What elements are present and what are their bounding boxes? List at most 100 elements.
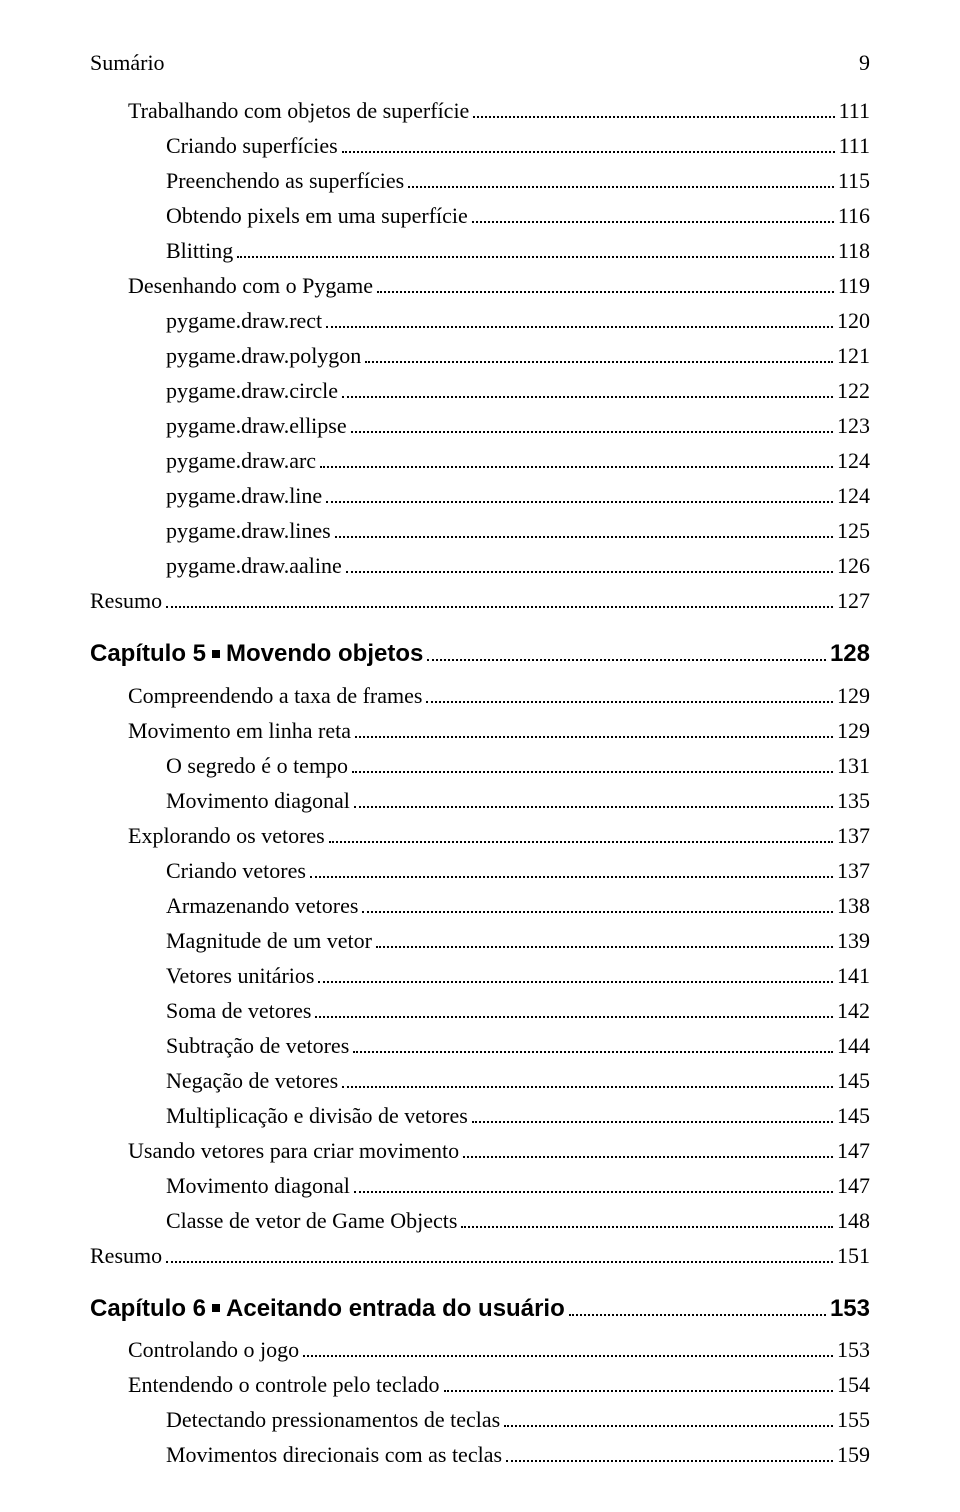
toc-entry-label: pygame.draw.circle <box>166 374 338 407</box>
toc-leader-dots <box>426 701 833 703</box>
toc-entry: O segredo é o tempo131 <box>166 749 870 782</box>
toc-entry-label: Detectando pressionamentos de teclas <box>166 1403 500 1436</box>
toc-entry-label: Subtração de vetores <box>166 1029 349 1062</box>
toc-entry-page: 124 <box>837 479 870 512</box>
toc-leader-dots <box>354 1191 833 1193</box>
toc-leader-dots <box>461 1226 833 1228</box>
chapter-label: Capítulo 5Movendo objetos <box>90 637 423 671</box>
toc-entry-label: Usando vetores para criar movimento <box>128 1134 459 1167</box>
toc-entry: Movimento em linha reta 129 <box>128 714 870 747</box>
toc-entry-label: Resumo <box>90 584 162 617</box>
toc-entry: pygame.draw.lines125 <box>166 514 870 547</box>
chapter-title: Aceitando entrada do usuário <box>226 1295 565 1322</box>
toc-entry-label: pygame.draw.ellipse <box>166 409 347 442</box>
toc-entry-page: 153 <box>837 1333 870 1366</box>
toc-leader-dots <box>166 606 833 608</box>
toc-leader-dots <box>473 116 834 118</box>
page-header: Sumário 9 <box>90 50 870 76</box>
toc-entry-label: pygame.draw.line <box>166 479 322 512</box>
toc-leader-dots <box>365 361 833 363</box>
toc-entry: Obtendo pixels em uma superfície116 <box>166 199 870 232</box>
toc-leader-dots <box>355 736 833 738</box>
toc-entry: Compreendendo a taxa de frames 129 <box>128 679 870 712</box>
toc-entry: Vetores unitários141 <box>166 959 870 992</box>
toc-entry-page: 145 <box>837 1099 870 1132</box>
toc-leader-dots <box>342 1086 833 1088</box>
toc-entry: Movimento diagonal 147 <box>166 1169 870 1202</box>
toc-entry-label: Trabalhando com objetos de superfície <box>128 94 469 127</box>
toc-entry-label: pygame.draw.rect <box>166 304 322 337</box>
toc-chapter: Capítulo 6 Aceitando entrada do usuário 15… <box>90 1292 870 1326</box>
toc-entry: Blitting118 <box>166 234 870 267</box>
toc-entry: Multiplicação e divisão de vetores 145 <box>166 1099 870 1132</box>
toc-entry-label: Multiplicação e divisão de vetores <box>166 1099 468 1132</box>
square-separator-icon <box>212 1304 220 1312</box>
toc-leader-dots <box>320 466 833 468</box>
toc-entry-label: Compreendendo a taxa de frames <box>128 679 422 712</box>
toc-leader-dots <box>326 501 833 503</box>
toc-entry: pygame.draw.ellipse 123 <box>166 409 870 442</box>
toc-entry-page: 111 <box>839 129 870 162</box>
toc-leader-dots <box>472 1121 833 1123</box>
toc-entry: Trabalhando com objetos de superfície111 <box>128 94 870 127</box>
toc-entry-label: Controlando o jogo <box>128 1333 299 1366</box>
toc-entry-label: Preenchendo as superfícies <box>166 164 404 197</box>
toc-entry: Classe de vetor de Game Objects148 <box>166 1204 870 1237</box>
toc-entry: Preenchendo as superfícies 115 <box>166 164 870 197</box>
toc-entry-page: 125 <box>837 514 870 547</box>
toc-entry-page: 128 <box>830 637 870 671</box>
toc-entry: Resumo151 <box>90 1239 870 1272</box>
toc-entry-page: 116 <box>838 199 870 232</box>
chapter-prefix: Capítulo 6 <box>90 1295 206 1322</box>
toc-entry: Entendendo o controle pelo teclado 154 <box>128 1368 870 1401</box>
header-page-number: 9 <box>859 50 870 76</box>
toc-entry-page: 129 <box>837 679 870 712</box>
toc-entry-label: Negação de vetores <box>166 1064 338 1097</box>
toc-entry-label: Explorando os vetores <box>128 819 325 852</box>
toc-entry-label: Entendendo o controle pelo teclado <box>128 1368 440 1401</box>
toc-entry-page: 154 <box>837 1368 870 1401</box>
toc-entry-page: 141 <box>837 959 870 992</box>
toc-entry-label: pygame.draw.polygon <box>166 339 361 372</box>
toc-entry-page: 147 <box>837 1169 870 1202</box>
toc-entry-page: 129 <box>837 714 870 747</box>
toc-leader-dots <box>351 431 833 433</box>
toc-entry-label: pygame.draw.arc <box>166 444 316 477</box>
toc-entry-page: 127 <box>837 584 870 617</box>
toc-leader-dots <box>569 1314 826 1316</box>
toc-entry-page: 123 <box>837 409 870 442</box>
toc-entry-label: Desenhando com o Pygame <box>128 269 373 302</box>
table-of-contents: Trabalhando com objetos de superfície111… <box>90 94 870 1471</box>
toc-leader-dots <box>342 151 835 153</box>
toc-entry-page: 119 <box>838 269 870 302</box>
toc-leader-dots <box>506 1460 833 1462</box>
toc-entry-label: Movimentos direcionais com as teclas <box>166 1438 502 1471</box>
toc-entry-page: 137 <box>837 819 870 852</box>
toc-entry-label: Armazenando vetores <box>166 889 358 922</box>
toc-entry-page: 118 <box>838 234 870 267</box>
toc-leader-dots <box>346 571 833 573</box>
toc-entry-page: 126 <box>837 549 870 582</box>
toc-entry-label: Movimento diagonal <box>166 1169 350 1202</box>
toc-leader-dots <box>166 1261 833 1263</box>
toc-entry-label: Resumo <box>90 1239 162 1272</box>
toc-entry: pygame.draw.arc124 <box>166 444 870 477</box>
toc-entry: Detectando pressionamentos de teclas155 <box>166 1403 870 1436</box>
toc-leader-dots <box>352 771 833 773</box>
toc-leader-dots <box>463 1156 833 1158</box>
toc-entry-page: 115 <box>838 164 870 197</box>
toc-leader-dots <box>444 1390 833 1392</box>
toc-entry-label: Movimento em linha reta <box>128 714 351 747</box>
toc-leader-dots <box>354 806 833 808</box>
toc-entry-label: Movimento diagonal <box>166 784 350 817</box>
toc-entry-page: 144 <box>837 1029 870 1062</box>
toc-entry-label: pygame.draw.aaline <box>166 549 342 582</box>
toc-entry: pygame.draw.circle122 <box>166 374 870 407</box>
toc-leader-dots <box>329 841 833 843</box>
toc-entry-page: 153 <box>830 1292 870 1326</box>
toc-entry-page: 139 <box>837 924 870 957</box>
toc-entry: Magnitude de um vetor139 <box>166 924 870 957</box>
toc-entry: Explorando os vetores 137 <box>128 819 870 852</box>
square-separator-icon <box>212 650 220 658</box>
toc-entry-label: Criando vetores <box>166 854 306 887</box>
